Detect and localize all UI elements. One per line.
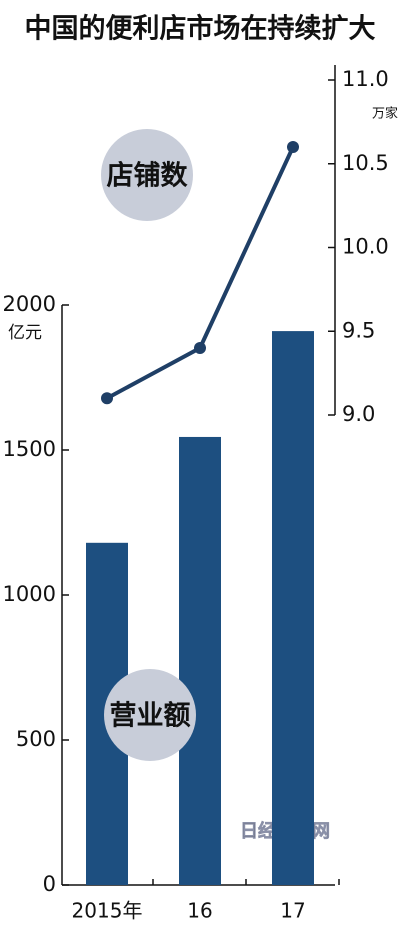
legend-bubble: [101, 129, 193, 221]
legend-label: 营业额: [110, 701, 191, 732]
legend-label: 店铺数: [107, 161, 189, 192]
point: [287, 141, 299, 153]
y2-tick-label: 10.0: [342, 235, 389, 259]
x-tick-label: 2015年: [72, 899, 143, 923]
chart-title: 中国的便利店市场在持续扩大: [25, 13, 376, 45]
y2-unit: 万家: [372, 106, 398, 122]
x-tick-label: 16: [187, 899, 212, 923]
point: [101, 392, 113, 405]
y-unit: 亿元: [8, 323, 42, 343]
x-tick-label: 17: [280, 899, 305, 923]
y2-tick-label: 9.5: [342, 318, 375, 342]
y-tick-label: 1000: [3, 582, 56, 606]
point: [194, 342, 206, 354]
bar: [272, 331, 314, 886]
y-tick-label: 500: [16, 727, 56, 751]
y2-tick-label: 9.0: [342, 402, 375, 426]
y2-tick-label: 10.5: [342, 151, 389, 175]
y2-tick-label: 11.0: [342, 67, 389, 91]
legend-bubble: [104, 669, 196, 761]
y-tick-label: 0: [43, 872, 56, 896]
y-tick-label: 2000: [3, 292, 56, 316]
bar: [179, 436, 221, 885]
y-tick-label: 1500: [3, 437, 56, 461]
